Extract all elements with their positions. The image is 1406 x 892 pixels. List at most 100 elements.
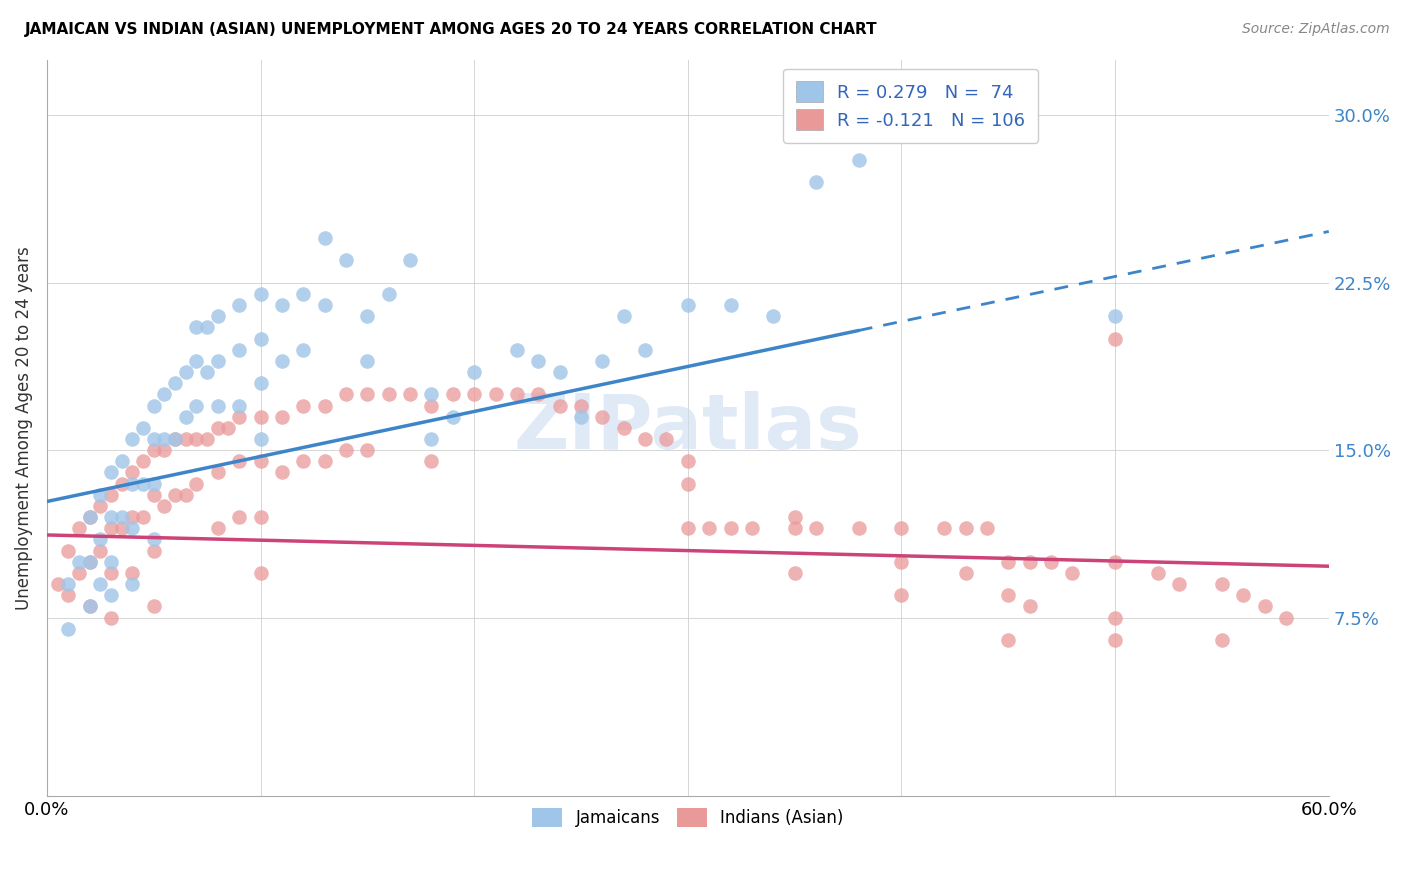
Point: [1040, 555, 1063, 569]
Point: [890, 588, 912, 602]
Point: [249, 376, 271, 391]
Point: [132, 510, 155, 524]
Point: [121, 466, 143, 480]
Point: [121, 521, 143, 535]
Point: [634, 432, 657, 446]
Point: [1104, 610, 1126, 624]
Point: [1232, 588, 1254, 602]
Point: [142, 543, 165, 558]
Point: [314, 399, 336, 413]
Point: [762, 310, 785, 324]
Point: [356, 310, 378, 324]
Point: [1275, 610, 1298, 624]
Point: [634, 343, 657, 357]
Point: [314, 231, 336, 245]
Point: [955, 566, 977, 580]
Point: [207, 354, 229, 368]
Point: [121, 510, 143, 524]
Point: [79, 555, 101, 569]
Point: [228, 399, 250, 413]
Point: [121, 476, 143, 491]
Point: [506, 387, 529, 401]
Point: [997, 588, 1019, 602]
Point: [548, 399, 571, 413]
Point: [676, 476, 699, 491]
Point: [527, 387, 550, 401]
Point: [186, 320, 208, 334]
Point: [153, 387, 176, 401]
Point: [207, 399, 229, 413]
Point: [569, 409, 592, 424]
Point: [613, 421, 636, 435]
Point: [804, 521, 827, 535]
Point: [228, 454, 250, 468]
Point: [207, 466, 229, 480]
Point: [153, 443, 176, 458]
Point: [195, 365, 218, 379]
Point: [249, 566, 271, 580]
Point: [142, 488, 165, 502]
Point: [890, 555, 912, 569]
Point: [100, 488, 122, 502]
Point: [46, 577, 69, 591]
Point: [165, 432, 187, 446]
Point: [997, 555, 1019, 569]
Point: [249, 332, 271, 346]
Point: [463, 365, 485, 379]
Point: [153, 432, 176, 446]
Point: [249, 510, 271, 524]
Point: [142, 476, 165, 491]
Point: [1211, 632, 1233, 647]
Point: [165, 488, 187, 502]
Point: [292, 343, 315, 357]
Point: [67, 555, 90, 569]
Point: [121, 566, 143, 580]
Point: [228, 510, 250, 524]
Point: [249, 287, 271, 301]
Point: [314, 298, 336, 312]
Point: [997, 632, 1019, 647]
Point: [420, 399, 443, 413]
Point: [174, 409, 197, 424]
Point: [356, 443, 378, 458]
Point: [441, 387, 464, 401]
Point: [848, 521, 870, 535]
Point: [613, 310, 636, 324]
Point: [58, 577, 80, 591]
Point: [58, 622, 80, 636]
Point: [186, 476, 208, 491]
Point: [1147, 566, 1170, 580]
Point: [569, 399, 592, 413]
Point: [249, 432, 271, 446]
Point: [1018, 599, 1040, 614]
Point: [67, 566, 90, 580]
Point: [89, 499, 111, 513]
Point: [890, 521, 912, 535]
Y-axis label: Unemployment Among Ages 20 to 24 years: Unemployment Among Ages 20 to 24 years: [15, 246, 32, 610]
Point: [506, 343, 529, 357]
Point: [186, 432, 208, 446]
Point: [356, 354, 378, 368]
Point: [79, 599, 101, 614]
Point: [207, 521, 229, 535]
Point: [79, 510, 101, 524]
Point: [132, 454, 155, 468]
Point: [697, 521, 720, 535]
Point: [111, 476, 134, 491]
Point: [399, 387, 422, 401]
Point: [111, 510, 134, 524]
Point: [79, 599, 101, 614]
Point: [420, 387, 443, 401]
Point: [89, 533, 111, 547]
Point: [591, 354, 613, 368]
Point: [377, 287, 399, 301]
Point: [165, 432, 187, 446]
Point: [79, 555, 101, 569]
Point: [142, 533, 165, 547]
Point: [100, 610, 122, 624]
Point: [527, 354, 550, 368]
Point: [100, 510, 122, 524]
Point: [132, 421, 155, 435]
Point: [249, 409, 271, 424]
Point: [1104, 310, 1126, 324]
